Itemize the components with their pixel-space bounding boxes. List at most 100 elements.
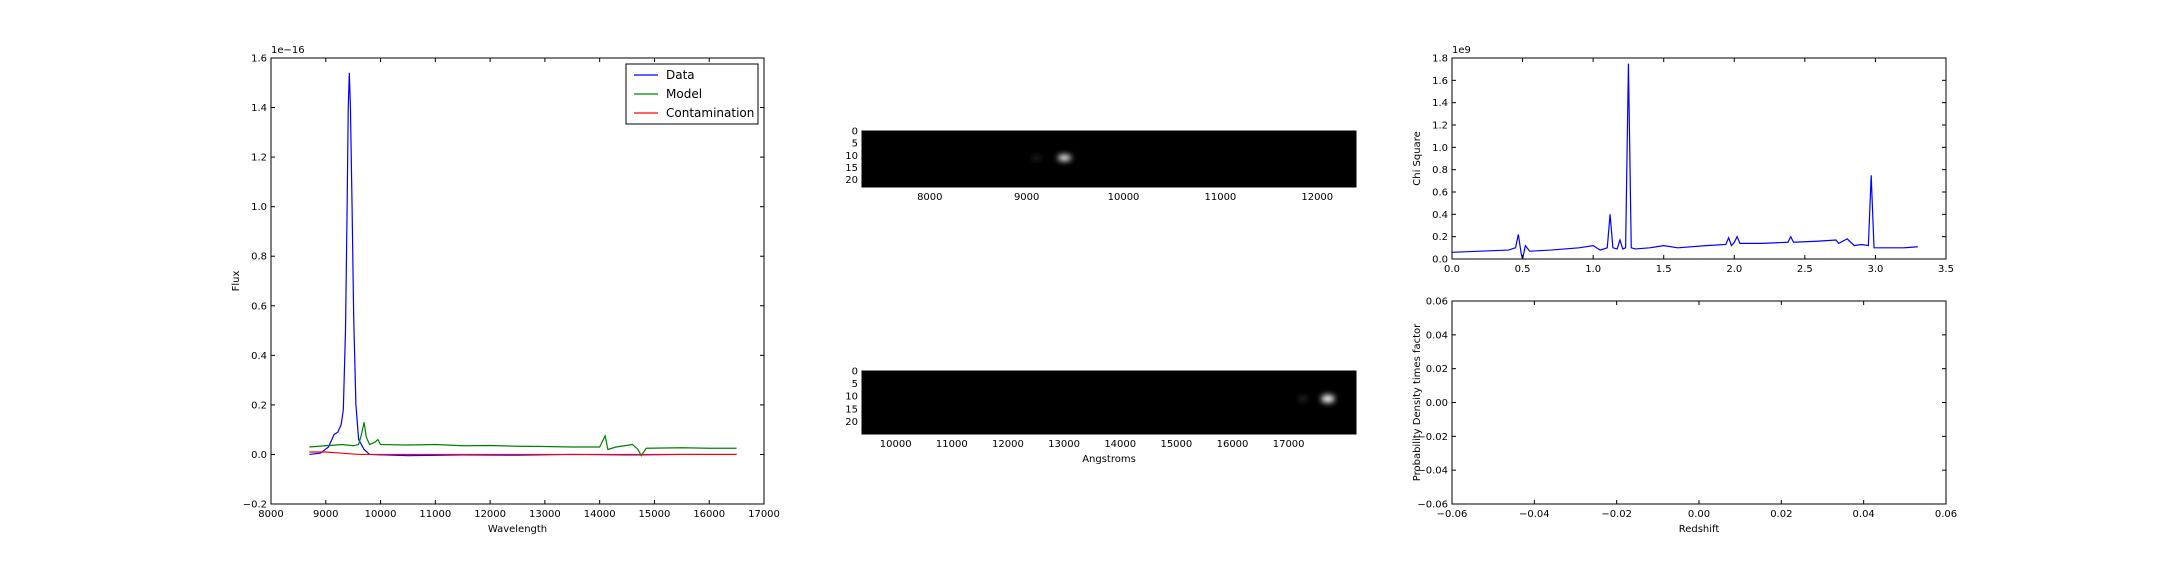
y-tick-label: 0.6 <box>251 301 267 312</box>
emission-spot <box>1321 394 1335 403</box>
y-tick-label: 20 <box>845 417 858 428</box>
x-tick-label: 13000 <box>529 509 561 520</box>
x-tick-label: 2.0 <box>1726 264 1742 275</box>
y-tick-label: 0.8 <box>1432 165 1448 176</box>
y-tick-label: 1.6 <box>251 54 267 65</box>
y-tick-label: 0.4 <box>1432 210 1448 221</box>
y-tick-label: 5 <box>852 379 858 390</box>
x-tick-label: 0.00 <box>1688 509 1710 520</box>
x-tick-label: 0.0 <box>1444 264 1460 275</box>
axes-3: 10000 11000 12000 13000 14000 15000 16000 17000… <box>845 367 1357 465</box>
axes-frame <box>1451 57 1947 260</box>
spectrum-image <box>862 371 1356 434</box>
legend-label-model: Model <box>666 87 702 101</box>
x-tick-label: 8000 <box>258 509 283 520</box>
y-tick-label: 1.4 <box>251 103 267 114</box>
x-tick-label: 17000 <box>748 509 780 520</box>
y-tick-label: −0.02 <box>1417 432 1448 443</box>
x-tick-label: 0.5 <box>1515 264 1531 275</box>
y-tick-label: 10 <box>845 151 858 162</box>
y-tick-label: 0.4 <box>251 351 267 362</box>
y-tick-label: 5 <box>852 139 858 150</box>
x-tick-label: 9000 <box>313 509 338 520</box>
x-tick-label: 16000 <box>1217 439 1249 450</box>
x-tick-label: 12000 <box>474 509 506 520</box>
legend-label-contamination: Contamination <box>666 106 754 120</box>
x-tick-label: 10000 <box>1108 192 1140 203</box>
y-tick-label: 0.06 <box>1426 297 1448 308</box>
y-tick-label: 1.8 <box>1432 54 1448 65</box>
chi-square-series-line <box>1452 63 1918 259</box>
y-tick-label: 1.2 <box>1432 121 1448 132</box>
x-tick-label: 14000 <box>584 509 616 520</box>
y-tick-label: 0.00 <box>1426 398 1448 409</box>
image-background <box>862 131 1356 187</box>
y-tick-label: 0.0 <box>251 450 267 461</box>
x-tick-label: 14000 <box>1104 439 1136 450</box>
x-tick-label: 12000 <box>1301 192 1333 203</box>
y-tick-label: −0.04 <box>1417 466 1448 477</box>
x-tick-label: 10000 <box>880 439 912 450</box>
y-tick-label: 0 <box>852 367 858 378</box>
x-tick-label: 9000 <box>1014 192 1039 203</box>
legend-label-data: Data <box>666 68 695 82</box>
x-tick-label: 11000 <box>1204 192 1236 203</box>
y-tick-label: 0.02 <box>1426 364 1448 375</box>
image-background <box>862 371 1356 434</box>
emission-spot <box>1298 395 1308 402</box>
y-tick-label: 0.0 <box>1432 255 1448 266</box>
x-axis-label: Redshift <box>1679 524 1720 535</box>
x-axis-label: Wavelength <box>488 524 547 535</box>
y-tick-label: 0.6 <box>1432 188 1448 199</box>
axes-frame <box>861 370 1357 435</box>
x-tick-label: −0.06 <box>1437 509 1468 520</box>
y-tick-label: 10 <box>845 392 858 403</box>
axes-4: 0.0 0.5 1.0 1.5 2.0 2.5 3.0 3.5 0.0 0.2 0.4 0.6 0.8 1… <box>1412 45 1954 275</box>
x-tick-label: 1.5 <box>1656 264 1672 275</box>
y-tick-label: 20 <box>845 175 858 186</box>
y-tick-label: 1.4 <box>1432 98 1448 109</box>
y-tick-label: 1.0 <box>1432 143 1448 154</box>
y-offset-text: 1e−16 <box>271 45 305 56</box>
data-series-line <box>309 72 737 457</box>
x-tick-label: 0.04 <box>1853 509 1875 520</box>
x-tick-label: 13000 <box>1048 439 1080 450</box>
y-tick-label: 0.04 <box>1426 330 1448 341</box>
y-tick-label: −0.06 <box>1417 500 1448 511</box>
x-tick-label: 12000 <box>992 439 1024 450</box>
x-tick-label: −0.02 <box>1601 509 1632 520</box>
x-tick-label: 1.0 <box>1585 264 1601 275</box>
x-tick-label: 0.06 <box>1935 509 1957 520</box>
y-tick-label: 0.2 <box>1432 232 1448 243</box>
y-tick-label: 0 <box>852 127 858 138</box>
x-tick-label: 3.0 <box>1867 264 1883 275</box>
x-tick-label: 10000 <box>365 509 397 520</box>
y-tick-label: 1.2 <box>251 153 267 164</box>
x-tick-label: 17000 <box>1273 439 1305 450</box>
legend: Data Model Contamination <box>625 63 759 125</box>
axes-5: −0.06 −0.04 −0.02 0.00 0.02 0.04 0.06 −0.06 −0.0… <box>1412 297 1957 536</box>
spectrum-image <box>862 131 1356 187</box>
x-tick-label: 2.5 <box>1797 264 1813 275</box>
x-tick-label: 15000 <box>1160 439 1192 450</box>
axes-1: 8000 9000 10000 11000 12000 13000 14000 15000 16… <box>231 45 780 535</box>
axes-frame <box>861 130 1357 188</box>
axes-frame <box>1451 300 1947 505</box>
y-tick-label: 1.6 <box>1432 76 1448 87</box>
axes-frame <box>270 57 765 505</box>
y-tick-label: 15 <box>845 163 858 174</box>
x-tick-label: 11000 <box>419 509 451 520</box>
x-tick-label: 16000 <box>693 509 725 520</box>
contamination-series-line <box>309 451 737 456</box>
y-tick-label: 0.2 <box>251 400 267 411</box>
x-tick-label: 11000 <box>936 439 968 450</box>
x-tick-label: −0.04 <box>1519 509 1550 520</box>
x-tick-label: 3.5 <box>1938 264 1954 275</box>
x-tick-label: 0.02 <box>1770 509 1792 520</box>
y-axis-label: Probability Density times factor <box>1412 323 1423 481</box>
x-tick-label: 8000 <box>917 192 942 203</box>
y-tick-label: 0.8 <box>251 252 267 263</box>
y-tick-label: 1.0 <box>251 202 267 213</box>
y-offset-text: 1e9 <box>1452 45 1471 56</box>
